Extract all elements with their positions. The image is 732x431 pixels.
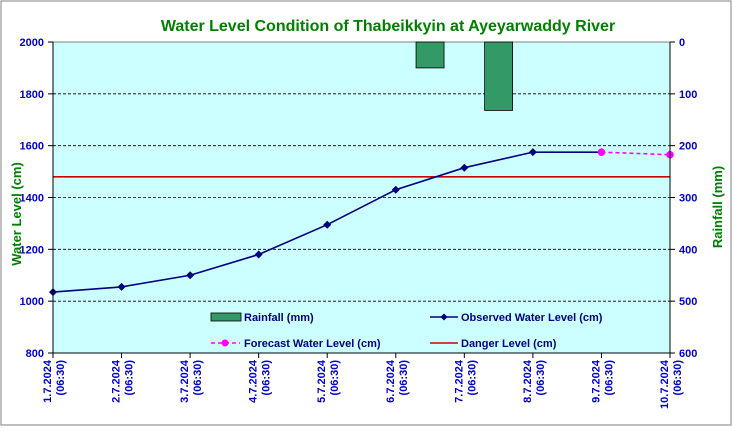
legend-rainfall-swatch bbox=[211, 313, 241, 321]
left-tick-label: 800 bbox=[26, 348, 44, 360]
rainfall-bar bbox=[416, 42, 444, 68]
x-tick-label-time: (06:30) bbox=[329, 360, 341, 396]
x-tick-label-group: 8.7.2024 (06:30) bbox=[522, 359, 547, 403]
x-tick-label-group: 5.7.2024 (06:30) bbox=[316, 359, 341, 403]
legend-forecast-marker bbox=[222, 340, 229, 347]
legend-forecast-label: Forecast Water Level (cm) bbox=[244, 338, 381, 350]
x-tick-label-date: 2.7.2024 bbox=[111, 359, 123, 403]
x-tick-label-group: 1.7.2024 (06:30) bbox=[42, 359, 67, 403]
legend-observed-label: Observed Water Level (cm) bbox=[461, 312, 603, 324]
right-tick-label: 600 bbox=[679, 348, 697, 360]
x-tick-label-group: 6.7.2024 (06:30) bbox=[385, 359, 410, 403]
x-tick-label-date: 4.7.2024 bbox=[248, 359, 260, 403]
x-tick-label-group: 2.7.2024 (06:30) bbox=[111, 359, 136, 403]
x-tick-label-time: (06:30) bbox=[672, 360, 684, 396]
right-tick-label: 0 bbox=[679, 37, 685, 49]
x-tick-label-time: (06:30) bbox=[466, 360, 478, 396]
right-tick-label: 300 bbox=[679, 193, 697, 205]
right-tick-label: 400 bbox=[679, 244, 697, 256]
x-tick-label-time: (06:30) bbox=[398, 360, 410, 396]
x-tick-label-time: (06:30) bbox=[535, 360, 547, 396]
left-tick-label: 1600 bbox=[20, 141, 44, 153]
left-tick-label: 1000 bbox=[20, 296, 44, 308]
right-tick-label: 500 bbox=[679, 296, 697, 308]
x-tick-label-group: 9.7.2024 (06:30) bbox=[590, 359, 615, 403]
right-axis-label: Rainfall (mm) bbox=[710, 166, 725, 248]
x-tick-label-time: (06:30) bbox=[603, 360, 615, 396]
x-tick-label-time: (06:30) bbox=[55, 360, 67, 396]
x-tick-label-date: 1.7.2024 bbox=[42, 359, 54, 403]
x-tick-label-time: (06:30) bbox=[124, 360, 136, 396]
legend-rainfall-label: Rainfall (mm) bbox=[244, 312, 314, 324]
x-tick-label-time: (06:30) bbox=[261, 360, 273, 396]
x-tick-label-date: 8.7.2024 bbox=[522, 359, 534, 403]
x-tick-label-date: 9.7.2024 bbox=[590, 359, 602, 403]
chart-title: Water Level Condition of Thabeikkyin at … bbox=[161, 18, 615, 35]
left-tick-label: 1800 bbox=[20, 89, 44, 101]
left-axis-label: Water Level (cm) bbox=[9, 162, 24, 266]
legend-danger-label: Danger Level (cm) bbox=[461, 338, 557, 350]
right-tick-label: 200 bbox=[679, 141, 697, 153]
x-tick-label-group: 3.7.2024 (06:30) bbox=[179, 359, 204, 403]
x-tick-label-time: (06:30) bbox=[192, 360, 204, 396]
x-tick-label-group: 4.7.2024 (06:30) bbox=[248, 359, 273, 403]
forecast-point bbox=[598, 148, 606, 156]
x-tick-label-group: 7.7.2024 (06:30) bbox=[453, 359, 478, 403]
right-tick-label: 100 bbox=[679, 89, 697, 101]
x-tick-label-date: 5.7.2024 bbox=[316, 359, 328, 403]
x-tick-label-date: 3.7.2024 bbox=[179, 359, 191, 403]
rainfall-bar bbox=[485, 42, 513, 110]
left-tick-label: 2000 bbox=[20, 37, 44, 49]
x-tick-label-date: 7.7.2024 bbox=[453, 359, 465, 403]
x-tick-label-date: 10.7.2024 bbox=[659, 359, 671, 409]
x-tick-label-date: 6.7.2024 bbox=[385, 359, 397, 403]
